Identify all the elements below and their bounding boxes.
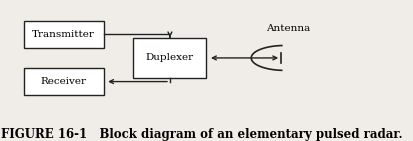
Text: Duplexer: Duplexer [145, 53, 194, 62]
Text: Transmitter: Transmitter [32, 30, 95, 39]
Text: Receiver: Receiver [40, 77, 87, 86]
Text: Antenna: Antenna [265, 24, 309, 33]
FancyBboxPatch shape [24, 68, 103, 95]
FancyBboxPatch shape [133, 38, 206, 78]
FancyBboxPatch shape [24, 21, 103, 48]
Text: FIGURE 16-1   Block diagram of an elementary pulsed radar.: FIGURE 16-1 Block diagram of an elementa… [1, 128, 401, 141]
